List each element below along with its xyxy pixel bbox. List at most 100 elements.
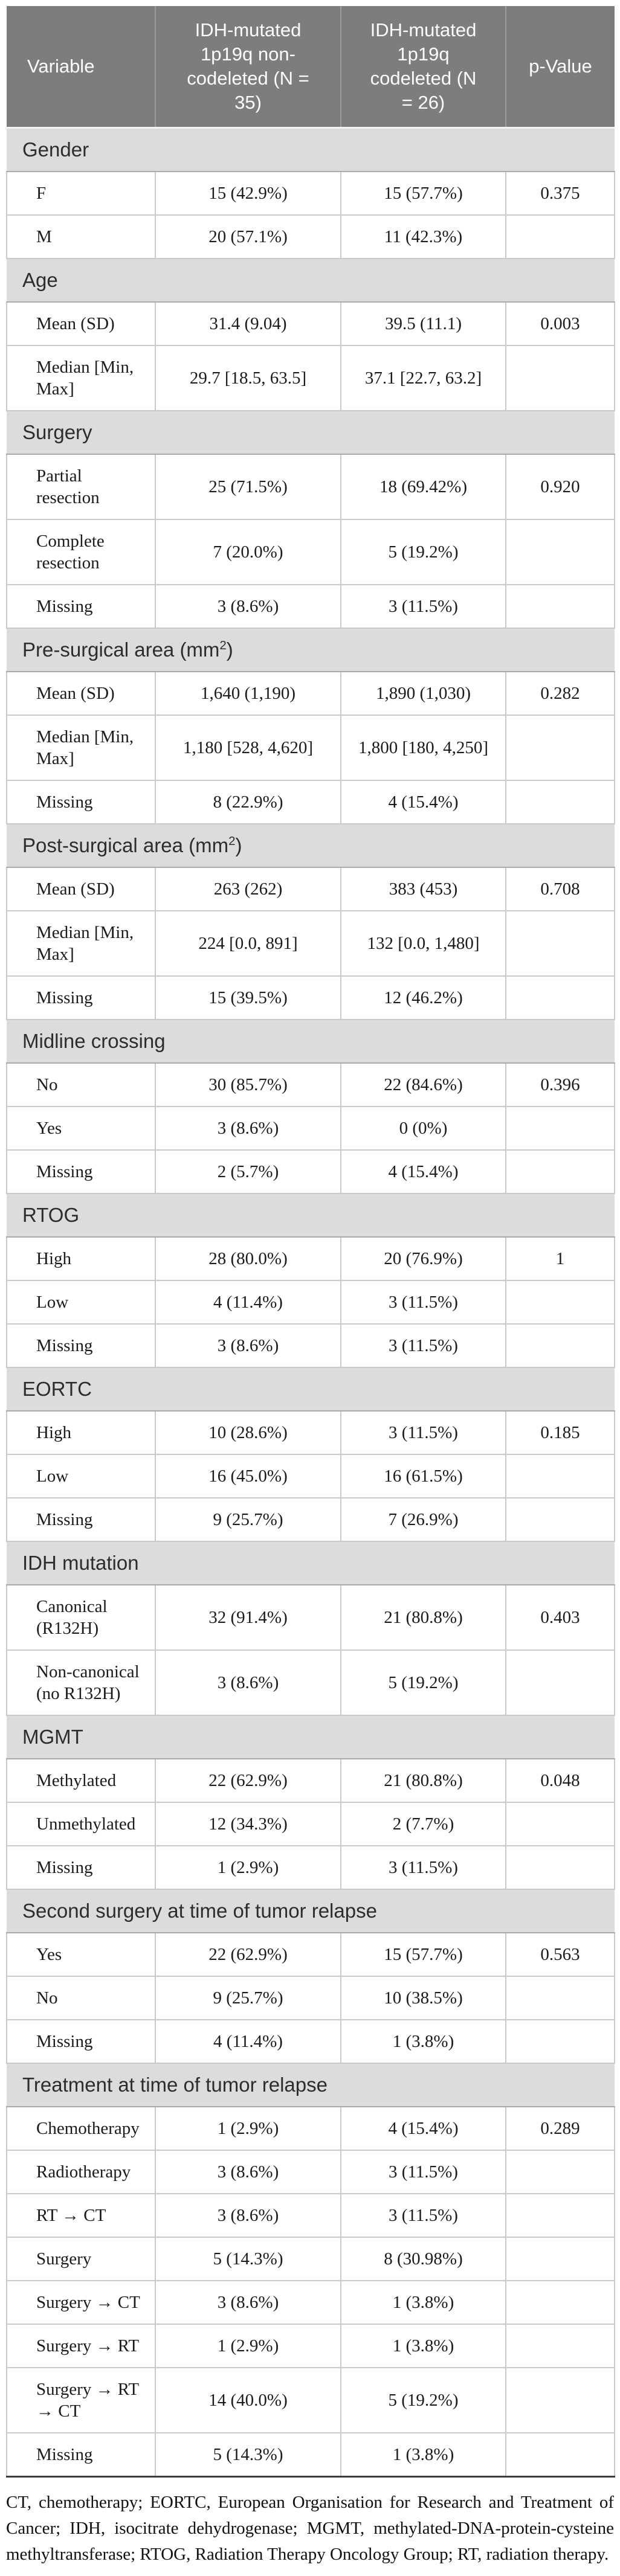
group1-value-cell: 3 (8.6%): [155, 2280, 341, 2325]
p-value-cell: 0.708: [505, 867, 615, 911]
table-row: High 10 (28.6%) 3 (11.5%) 0.185: [6, 1410, 615, 1455]
section-label: Pre-surgical area (mm: [22, 638, 220, 661]
group2-value-cell: 0 (0%): [340, 1106, 506, 1151]
section-title: Surgery: [7, 410, 615, 455]
group2-value-cell: 10 (38.5%): [340, 1976, 506, 2020]
group2-value-cell: 4 (15.4%): [340, 780, 506, 824]
variable-cell: Missing: [6, 1323, 156, 1368]
section-row: EORTC: [7, 1367, 615, 1412]
group1-value-cell: 32 (91.4%): [155, 1584, 341, 1651]
group1-value-cell: 3 (8.6%): [155, 584, 341, 629]
section-row: Treatment at time of tumor relapse: [7, 2063, 615, 2107]
table-row: Mean (SD) 263 (262) 383 (453) 0.708: [6, 867, 615, 911]
p-value-cell: [505, 519, 615, 585]
variable-cell: Canonical (R132H): [6, 1584, 156, 1651]
variable-cell: Surgery → CT: [6, 2280, 156, 2325]
table-row: Canonical (R132H) 32 (91.4%) 21 (80.8%) 0.4…: [6, 1584, 615, 1651]
group1-value-cell: 29.7 [18.5, 63.5]: [155, 345, 341, 411]
variable-cell: High: [6, 1236, 156, 1281]
table-row: Methylated 22 (62.9%) 21 (80.8%) 0.048: [6, 1758, 615, 1803]
group2-value-cell: 11 (42.3%): [340, 214, 506, 259]
table-row: Missing 2 (5.7%) 4 (15.4%): [6, 1149, 615, 1194]
variable-cell: Missing: [6, 1497, 156, 1542]
section-label: MGMT: [22, 1726, 83, 1748]
variable-cell: Unmethylated: [6, 1802, 156, 1846]
group2-value-cell: 1 (3.8%): [340, 2019, 506, 2064]
section-label: Gender: [22, 138, 89, 161]
section-title: Treatment at time of tumor relapse: [7, 2063, 615, 2107]
group1-value-cell: 12 (34.3%): [155, 1802, 341, 1846]
group2-value-cell: 3 (11.5%): [340, 2193, 506, 2238]
p-value-cell: [505, 1280, 615, 1325]
section-row: IDH mutation: [7, 1541, 615, 1585]
section-label: Second surgery at time of tumor relapse: [22, 1900, 377, 1922]
p-value-cell: [505, 1976, 615, 2020]
group1-value-cell: 4 (11.4%): [155, 2019, 341, 2064]
table-row: Surgery 5 (14.3%) 8 (30.98%): [6, 2237, 615, 2281]
section-row: RTOG: [7, 1193, 615, 1238]
section-row: Age: [7, 258, 615, 303]
variable-cell: Mean (SD): [6, 867, 156, 911]
group1-value-cell: 3 (8.6%): [155, 2193, 341, 2238]
section-label: Midline crossing: [22, 1030, 166, 1052]
group2-value-cell: 8 (30.98%): [340, 2237, 506, 2281]
section-row: Gender: [7, 127, 615, 172]
table-row: Surgery → RT → CT 14 (40.0%) 5 (19.2%): [6, 2367, 615, 2433]
group1-value-cell: 15 (39.5%): [155, 975, 341, 1020]
group2-value-cell: 5 (19.2%): [340, 1649, 506, 1716]
table-row: Yes 22 (62.9%) 15 (57.7%) 0.563: [6, 1932, 615, 1977]
section-title: IDH mutation: [7, 1541, 615, 1585]
group1-value-cell: 8 (22.9%): [155, 780, 341, 824]
p-value-cell: [505, 2367, 615, 2433]
group2-value-cell: 3 (11.5%): [340, 2150, 506, 2194]
table-row: Median [Min, Max] 224 [0.0, 891] 132 [0.0,…: [6, 910, 615, 977]
group1-value-cell: 28 (80.0%): [155, 1236, 341, 1281]
section-title: Second surgery at time of tumor relapse: [7, 1889, 615, 1933]
group2-value-cell: 21 (80.8%): [340, 1758, 506, 1803]
section-row: Post-surgical area (mm2): [7, 823, 615, 868]
group2-value-cell: 21 (80.8%): [340, 1584, 506, 1651]
p-value-cell: 0.003: [505, 301, 615, 346]
group1-value-cell: 224 [0.0, 891]: [155, 910, 341, 977]
p-value-cell: [505, 1454, 615, 1498]
group2-value-cell: 3 (11.5%): [340, 1323, 506, 1368]
table-row: Radiotherapy 3 (8.6%) 3 (11.5%): [6, 2150, 615, 2194]
table-row: Partial resection 25 (71.5%) 18 (69.42%) 0.…: [6, 454, 615, 520]
p-value-cell: [505, 1649, 615, 1716]
p-value-cell: [505, 2150, 615, 2194]
group2-value-cell: 5 (19.2%): [340, 2367, 506, 2433]
group2-value-cell: 132 [0.0, 1,480]: [340, 910, 506, 977]
group1-value-cell: 1 (2.9%): [155, 1845, 341, 1890]
p-value-cell: [505, 1323, 615, 1368]
table-row: Surgery → RT 1 (2.9%) 1 (3.8%): [6, 2324, 615, 2368]
group1-value-cell: 263 (262): [155, 867, 341, 911]
variable-cell: M: [6, 214, 156, 259]
p-value-cell: [505, 2280, 615, 2325]
group2-value-cell: 18 (69.42%): [340, 454, 506, 520]
variable-cell: Median [Min, Max]: [6, 715, 156, 781]
column-header-variable: Variable: [7, 6, 155, 129]
section-label-suffix: ): [226, 638, 233, 661]
group2-value-cell: 4 (15.4%): [340, 2106, 506, 2151]
variable-cell: Mean (SD): [6, 301, 156, 346]
table-row: Median [Min, Max] 1,180 [528, 4,620] 1,800…: [6, 715, 615, 781]
group2-value-cell: 1 (3.8%): [340, 2432, 506, 2478]
data-table: Variable IDH-mutated 1p19q non-codeleted…: [6, 6, 615, 2478]
table-row: Unmethylated 12 (34.3%) 2 (7.7%): [6, 1802, 615, 1846]
group1-value-cell: 2 (5.7%): [155, 1149, 341, 1194]
variable-cell: Low: [6, 1454, 156, 1498]
variable-cell: Low: [6, 1280, 156, 1325]
group2-value-cell: 39.5 (11.1): [340, 301, 506, 346]
table-row: Missing 3 (8.6%) 3 (11.5%): [6, 1323, 615, 1368]
header-row: Variable IDH-mutated 1p19q non-codeleted…: [7, 6, 615, 129]
section-label: EORTC: [22, 1378, 92, 1400]
group2-value-cell: 12 (46.2%): [340, 975, 506, 1020]
section-row: Pre-surgical area (mm2): [7, 628, 615, 672]
p-value-cell: 0.289: [505, 2106, 615, 2151]
section-label-suffix: ): [235, 834, 242, 856]
group1-value-cell: 4 (11.4%): [155, 1280, 341, 1325]
group2-value-cell: 1 (3.8%): [340, 2280, 506, 2325]
group1-value-cell: 9 (25.7%): [155, 1976, 341, 2020]
p-value-cell: [505, 975, 615, 1020]
group1-value-cell: 1,640 (1,190): [155, 671, 341, 716]
